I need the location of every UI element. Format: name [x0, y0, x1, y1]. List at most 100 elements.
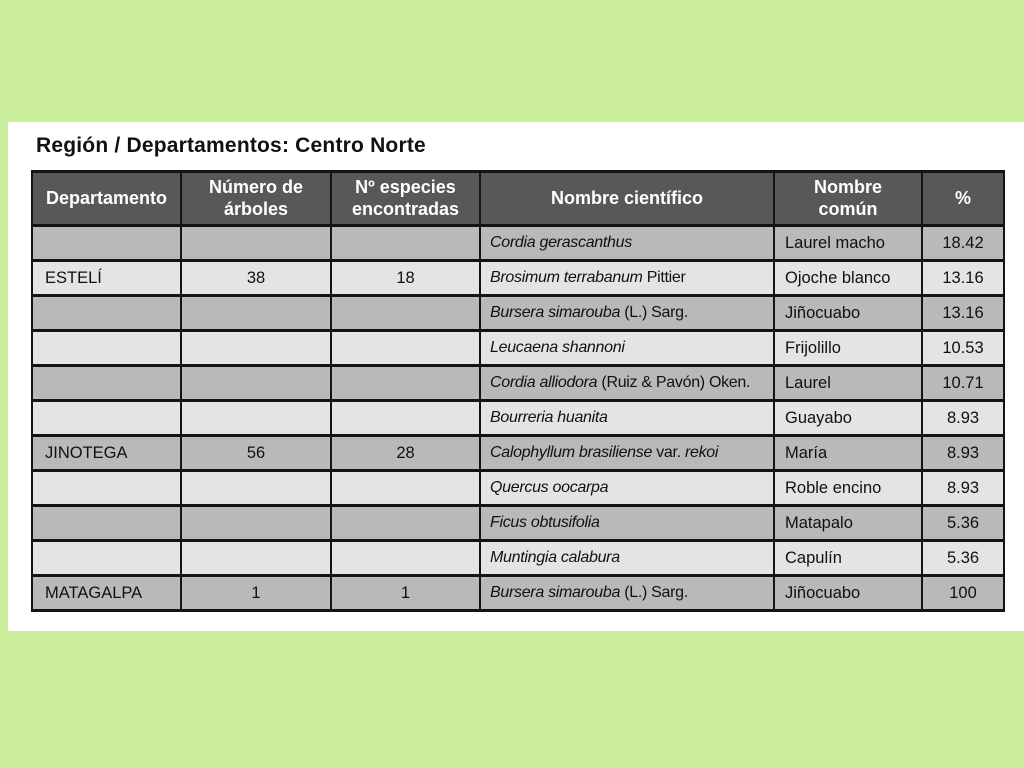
species-count-cell [330, 224, 481, 262]
species-count-cell [330, 329, 481, 367]
percent-cell: 8.93 [921, 399, 1005, 437]
table-row: JINOTEGA 56 28 Calophyllum brasiliense v… [31, 434, 1005, 472]
tree-count-cell [180, 329, 332, 367]
scientific-name-cell: Bourreria huanita [479, 399, 775, 437]
scientific-name-cell: Brosimum terrabanum Pittier [479, 259, 775, 297]
tree-count-cell: 1 [180, 574, 332, 612]
common-name-cell: Jiñocuabo [773, 294, 923, 332]
header-row: Departamento Número de árboles Nº especi… [31, 170, 1005, 227]
scientific-name-variety: rekoi [684, 444, 719, 461]
common-name-cell: María [773, 434, 923, 472]
scientific-name: Muntingia calabura [490, 549, 620, 566]
department-cell [31, 504, 182, 542]
species-table: Departamento Número de árboles Nº especi… [31, 170, 1005, 612]
department-cell: MATAGALPA [31, 574, 182, 612]
department-cell [31, 399, 182, 437]
column-header-percent: % [921, 170, 1005, 227]
scientific-name: Calophyllum brasiliense [490, 444, 657, 461]
tree-count-cell: 56 [180, 434, 332, 472]
percent-cell: 13.16 [921, 294, 1005, 332]
table-row: Cordia gerascanthus Laurel macho 18.42 [31, 224, 1005, 262]
column-header-nombre-comun: Nombre común [773, 170, 923, 227]
scientific-name-cell: Quercus oocarpa [479, 469, 775, 507]
percent-cell: 5.36 [921, 504, 1005, 542]
scientific-name-cell: Muntingia calabura [479, 539, 775, 577]
tree-count-cell [180, 399, 332, 437]
page-title: Región / Departamentos: Centro Norte [36, 134, 426, 157]
table-body: Cordia gerascanthus Laurel macho 18.42 E… [31, 224, 1005, 612]
table-row: MATAGALPA 1 1 Bursera simarouba (L.) Sar… [31, 574, 1005, 612]
common-name-cell: Laurel [773, 364, 923, 402]
department-cell [31, 364, 182, 402]
scientific-name-cell: Cordia alliodora (Ruiz & Pavón) Oken. [479, 364, 775, 402]
table-row: Ficus obtusifolia Matapalo 5.36 [31, 504, 1005, 542]
species-count-cell [330, 399, 481, 437]
scientific-name-variety-label: var. [656, 444, 685, 461]
table-row: Bursera simarouba (L.) Sarg. Jiñocuabo 1… [31, 294, 1005, 332]
common-name-cell: Guayabo [773, 399, 923, 437]
scientific-name-cell: Ficus obtusifolia [479, 504, 775, 542]
scientific-name-authority: (L.) Sarg. [624, 584, 688, 601]
scientific-name-cell: Bursera simarouba (L.) Sarg. [479, 574, 775, 612]
common-name-cell: Matapalo [773, 504, 923, 542]
table-row: ESTELÍ 38 18 Brosimum terrabanum Pittier… [31, 259, 1005, 297]
common-name-cell: Roble encino [773, 469, 923, 507]
percent-cell: 5.36 [921, 539, 1005, 577]
percent-cell: 8.93 [921, 469, 1005, 507]
scientific-name: Brosimum terrabanum [490, 269, 647, 286]
table-row: Cordia alliodora (Ruiz & Pavón) Oken. La… [31, 364, 1005, 402]
species-count-cell: 18 [330, 259, 481, 297]
species-count-cell [330, 294, 481, 332]
tree-count-cell [180, 469, 332, 507]
scientific-name-cell: Bursera simarouba (L.) Sarg. [479, 294, 775, 332]
scientific-name-cell: Cordia gerascanthus [479, 224, 775, 262]
department-cell: JINOTEGA [31, 434, 182, 472]
department-cell [31, 224, 182, 262]
common-name-cell: Capulín [773, 539, 923, 577]
scientific-name-authority: Pittier [646, 269, 686, 286]
scientific-name-cell: Leucaena shannoni [479, 329, 775, 367]
species-count-cell [330, 539, 481, 577]
tree-count-cell [180, 539, 332, 577]
species-count-cell [330, 504, 481, 542]
department-cell [31, 294, 182, 332]
percent-cell: 8.93 [921, 434, 1005, 472]
column-header-departamento: Departamento [31, 170, 182, 227]
species-count-cell: 1 [330, 574, 481, 612]
scientific-name-cell: Calophyllum brasiliense var. rekoi [479, 434, 775, 472]
department-cell [31, 539, 182, 577]
common-name-cell: Jiñocuabo [773, 574, 923, 612]
table-header: Departamento Número de árboles Nº especi… [31, 170, 1005, 227]
percent-cell: 13.16 [921, 259, 1005, 297]
table-row: Quercus oocarpa Roble encino 8.93 [31, 469, 1005, 507]
species-count-cell [330, 469, 481, 507]
scientific-name: Quercus oocarpa [490, 479, 609, 496]
percent-cell: 10.71 [921, 364, 1005, 402]
department-cell [31, 329, 182, 367]
scientific-name-authority: (L.) Sarg. [624, 304, 688, 321]
scientific-name: Cordia alliodora [490, 374, 602, 391]
tree-count-cell [180, 504, 332, 542]
scientific-name: Bourreria huanita [490, 409, 608, 426]
percent-cell: 10.53 [921, 329, 1005, 367]
common-name-cell: Ojoche blanco [773, 259, 923, 297]
scientific-name: Cordia gerascanthus [490, 234, 632, 251]
species-count-cell: 28 [330, 434, 481, 472]
content-panel: Región / Departamentos: Centro Norte Dep… [8, 122, 1024, 631]
tree-count-cell [180, 294, 332, 332]
scientific-name-authority: (Ruiz & Pavón) Oken. [601, 374, 751, 391]
percent-cell: 100 [921, 574, 1005, 612]
percent-cell: 18.42 [921, 224, 1005, 262]
scientific-name: Bursera simarouba [490, 304, 625, 321]
tree-count-cell [180, 224, 332, 262]
column-header-numero-arboles: Número de árboles [180, 170, 332, 227]
common-name-cell: Laurel macho [773, 224, 923, 262]
common-name-cell: Frijolillo [773, 329, 923, 367]
table-row: Leucaena shannoni Frijolillo 10.53 [31, 329, 1005, 367]
species-count-cell [330, 364, 481, 402]
scientific-name: Leucaena shannoni [490, 339, 625, 356]
scientific-name: Bursera simarouba [490, 584, 625, 601]
tree-count-cell: 38 [180, 259, 332, 297]
tree-count-cell [180, 364, 332, 402]
